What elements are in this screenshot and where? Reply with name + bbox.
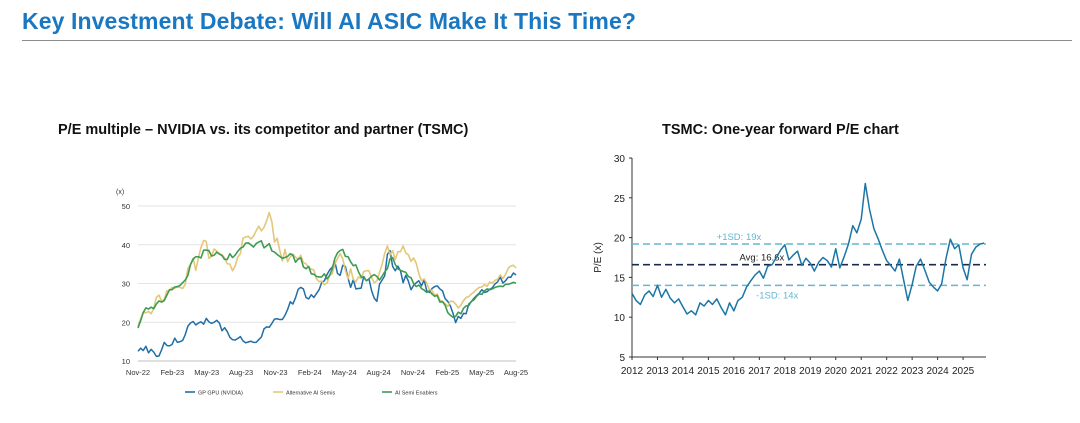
left-x-tick-label: Feb-25: [435, 368, 459, 377]
right-x-tick-label: 2018: [774, 366, 797, 377]
right-x-tick-label: 2022: [876, 366, 899, 377]
legend-label: Alternative AI Semis: [286, 391, 335, 397]
right-x-tick-label: 2015: [697, 366, 720, 377]
chart-title-tsmc-forward-pe: TSMC: One-year forward P/E chart: [662, 122, 899, 138]
left-y-tick-label: 10: [122, 357, 130, 366]
left-x-tick-label: Nov-24: [401, 368, 425, 377]
left-x-tick-label: May-23: [194, 368, 219, 377]
right-y-tick-label: 15: [614, 273, 626, 284]
reference-line-label: +1SD: 19x: [717, 232, 762, 243]
left-y-tick-label: 40: [122, 241, 130, 250]
series-line-alternative-ai-semis: [137, 211, 517, 327]
pe-multiple-line-chart: 10 20 30 40 50 (x) Nov-22 Feb-23 May-23 Aug-23 Nov…: [116, 189, 528, 397]
chart-title-pe-multiple: P/E multiple – NVIDIA vs. its competitor…: [58, 122, 469, 138]
left-x-tick-label: Feb-23: [160, 368, 184, 377]
right-x-tick-label: 2025: [952, 366, 975, 377]
right-x-tick-label: 2014: [672, 366, 695, 377]
reference-line-label: -1SD: 14x: [756, 290, 798, 301]
right-x-tick-label: 2017: [748, 366, 771, 377]
right-x-tick-label: 2023: [901, 366, 924, 377]
left-y-tick-label: 30: [122, 280, 130, 289]
legend-label: AI Semi Enablers: [395, 391, 438, 397]
right-y-tick-label: 10: [614, 313, 626, 324]
right-x-tick-label: 2012: [621, 366, 644, 377]
left-x-tick-label: Nov-22: [126, 368, 150, 377]
left-y-tick-label: 20: [122, 318, 130, 327]
right-x-tick-label: 2016: [723, 366, 746, 377]
right-x-tick-label: 2020: [825, 366, 848, 377]
left-x-tick-label: Aug-25: [504, 368, 528, 377]
left-x-tick-label: Nov-23: [263, 368, 287, 377]
series-line-gp-gpu-nvidia: [137, 249, 517, 358]
left-x-tick-label: May-24: [332, 368, 357, 377]
reference-line-label: Avg: 16.6x: [740, 253, 785, 264]
left-y-tick-label: 50: [122, 202, 130, 211]
left-x-tick-label: May-25: [469, 368, 494, 377]
right-y-tick-label: 20: [614, 234, 626, 245]
right-y-axis-label: P/E (x): [593, 242, 604, 273]
left-x-tick-label: Feb-24: [298, 368, 322, 377]
series-line-ai-semi-enablers: [137, 240, 517, 329]
right-x-tick-label: 2024: [926, 366, 949, 377]
page-title: Key Investment Debate: Will AI ASIC Make…: [22, 8, 636, 34]
left-x-tick-label: Aug-24: [366, 368, 390, 377]
series-line-tsmc-forward-pe: [631, 182, 985, 316]
right-y-tick-label: 25: [614, 194, 626, 205]
right-x-tick-label: 2013: [646, 366, 669, 377]
left-x-tick-label: Aug-23: [229, 368, 253, 377]
legend-label: GP GPU (NVIDIA): [198, 391, 243, 397]
left-y-axis-label: (x): [116, 189, 124, 196]
right-x-tick-label: 2019: [799, 366, 822, 377]
right-x-tick-label: 2021: [850, 366, 873, 377]
right-y-tick-label: 5: [619, 353, 625, 364]
right-y-tick-label: 30: [614, 154, 626, 165]
title-divider: [22, 40, 1072, 41]
